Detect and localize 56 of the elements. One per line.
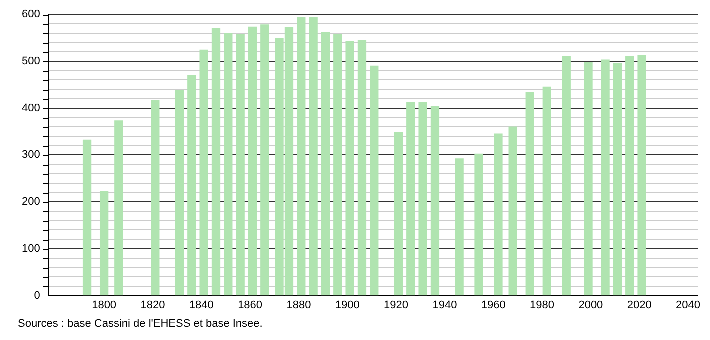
bar [175, 90, 184, 296]
bar [418, 102, 428, 296]
bar [562, 56, 571, 296]
x-tick-label: 1920 [384, 299, 409, 312]
x-tick-label: 1900 [335, 299, 360, 312]
x-tick-label: 1840 [189, 299, 214, 312]
bar [474, 154, 484, 296]
y-tick-label: 200 [22, 196, 40, 208]
bar [297, 18, 306, 296]
x-tick-label: 1940 [432, 299, 458, 312]
x-tick-label: 1820 [140, 299, 166, 312]
bar [494, 134, 503, 296]
bar [82, 140, 92, 296]
bar [526, 92, 534, 296]
bar [613, 63, 622, 296]
bar [260, 24, 270, 296]
bar [430, 106, 440, 296]
bar [508, 126, 518, 296]
bar [601, 60, 610, 296]
y-tick-label: 500 [22, 56, 40, 68]
bar [346, 40, 354, 296]
bar [151, 100, 160, 296]
x-tick-label: 1860 [238, 299, 263, 312]
x-tick-label: 2040 [676, 299, 701, 312]
bar [455, 158, 464, 296]
y-tick-label: 0 [34, 290, 40, 302]
bar [100, 191, 109, 296]
bar [638, 56, 646, 296]
bar [321, 32, 330, 296]
bar [248, 26, 258, 296]
x-tick-label: 1880 [286, 299, 312, 312]
x-tick-label: 2000 [578, 299, 604, 312]
bar [309, 18, 318, 296]
bar [188, 75, 196, 296]
x-tick-label: 2020 [627, 299, 652, 312]
x-tick-label: 1980 [530, 299, 555, 312]
y-tick-label: 600 [22, 8, 40, 21]
bar [370, 66, 379, 296]
y-tick-label: 100 [22, 242, 40, 255]
bar [542, 86, 552, 296]
bar [224, 33, 233, 296]
bar [626, 56, 634, 296]
bar [200, 50, 208, 296]
bar [394, 132, 404, 296]
x-tick-label: 1960 [481, 299, 506, 312]
bar [114, 120, 124, 296]
y-tick-label: 300 [22, 149, 40, 162]
bar [236, 34, 245, 296]
source-note: Sources : base Cassini de l'EHESS et base Insee. [18, 318, 263, 330]
bar [334, 34, 342, 296]
bar [212, 28, 221, 296]
y-tick-label: 400 [22, 102, 40, 114]
bar [406, 102, 416, 296]
bar [584, 62, 593, 296]
bar [358, 40, 367, 296]
x-tick-label: 1800 [92, 299, 117, 312]
